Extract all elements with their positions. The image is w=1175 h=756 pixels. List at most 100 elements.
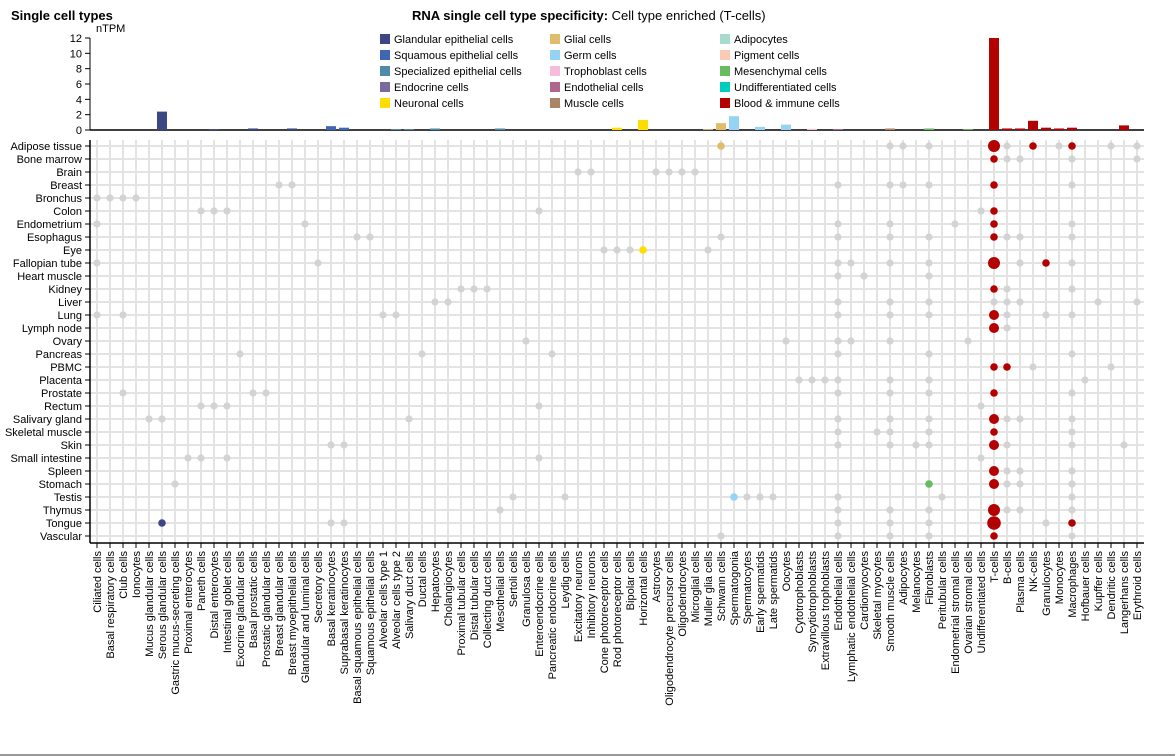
tissue-label: Tongue [46, 518, 82, 530]
bar-hepatocytes [430, 128, 440, 130]
dot-grey [925, 376, 933, 384]
dot-grey [145, 415, 153, 423]
bar-mesothelial-cells [495, 128, 505, 130]
dot-grey [1107, 363, 1115, 371]
dot-grey [119, 389, 127, 397]
bar-salivary-duct-cells [404, 129, 414, 130]
dot-grey [834, 220, 842, 228]
dot-grey [808, 376, 816, 384]
dot-grey [93, 311, 101, 319]
tissue-label: Vascular [40, 531, 82, 543]
legend-swatch [380, 98, 390, 108]
dot-enriched [987, 516, 1001, 530]
dot-grey [457, 285, 465, 293]
dot-grey [886, 519, 894, 527]
dot-enriched [990, 389, 998, 397]
cell-type-label: Exocrine glandular cells [235, 551, 247, 668]
dot-grey [587, 168, 595, 176]
dot-grey [925, 233, 933, 241]
dot-enriched [639, 246, 647, 254]
legend-label: Mesenchymal cells [734, 66, 827, 78]
dot-grey [925, 350, 933, 358]
dot-enriched [1029, 142, 1037, 150]
cell-type-label: Mucus glandular cells [144, 551, 156, 657]
dot-grey [951, 220, 959, 228]
tissue-label: Ovary [53, 336, 83, 348]
cell-type-label: Secretory cells [313, 551, 325, 624]
bar-breast-myoepithelial-cells [287, 128, 297, 130]
dot-grey [925, 389, 933, 397]
dot-enriched [990, 428, 998, 436]
cell-type-label: Club cells [118, 551, 130, 599]
dot-grey [1094, 298, 1102, 306]
dot-grey [93, 194, 101, 202]
dot-grey [1003, 467, 1011, 475]
dot-grey [886, 376, 894, 384]
dot-grey [1068, 428, 1076, 436]
dot-grey [197, 402, 205, 410]
dot-grey [652, 168, 660, 176]
cell-type-label: Spermatogonia [729, 550, 741, 625]
dot-grey [1003, 415, 1011, 423]
dot-grey [860, 272, 868, 280]
dot-grey [886, 259, 894, 267]
dot-grey [834, 428, 842, 436]
dot-grey [340, 519, 348, 527]
dot-grey [548, 350, 556, 358]
dot-grey [938, 493, 946, 501]
dot-grey [561, 493, 569, 501]
dot-grey [93, 259, 101, 267]
dot-grey [106, 194, 114, 202]
dot-grey [912, 441, 920, 449]
y-tick-label: 4 [76, 94, 82, 106]
y-tick-label: 12 [70, 33, 82, 45]
dot-grey [171, 480, 179, 488]
dot-grey [925, 428, 933, 436]
cell-type-label: Ionocytes [131, 551, 143, 599]
dot-enriched [989, 414, 999, 424]
tissue-label: Eye [63, 245, 82, 257]
bar-langerhans-cells [1119, 125, 1129, 130]
dot-grey [834, 337, 842, 345]
bar-suprabasal-keratinocytes [339, 127, 349, 130]
cell-type-label: Late spermatids [768, 551, 780, 630]
tissue-label: Rectum [44, 401, 82, 413]
dot-enriched [1068, 519, 1076, 527]
cell-type-label: Undifferentiated cells [976, 551, 988, 654]
dot-grey [886, 415, 894, 423]
bar-b-cells [1002, 128, 1012, 130]
dot-grey [366, 233, 374, 241]
dot-grey [223, 207, 231, 215]
dot-grey [1016, 233, 1024, 241]
cell-type-label: Alveolar cells type 2 [391, 551, 403, 649]
tissue-label: Endometrium [17, 219, 82, 231]
tissue-label: Small intestine [10, 453, 82, 465]
cell-type-label: Endometrial stromal cells [950, 551, 962, 674]
dot-grey [834, 532, 842, 540]
dot-grey [925, 298, 933, 306]
legend-swatch [550, 82, 560, 92]
dot-enriched [990, 207, 998, 215]
dot-grey [1107, 142, 1115, 150]
cell-type-label: Pancreatic endocrine cells [547, 551, 559, 680]
dot-grey [1003, 311, 1011, 319]
dot-grey [899, 181, 907, 189]
dot-grey [431, 298, 439, 306]
dot-grey [119, 311, 127, 319]
dot-grey [132, 194, 140, 202]
dot-enriched [990, 181, 998, 189]
y-axis-label: nTPM [96, 23, 125, 35]
bar-ovarian-stromal-cells [963, 129, 973, 130]
dot-grey [1003, 233, 1011, 241]
cell-type-label: Skeletal myocytes [872, 551, 884, 640]
bar-muller-glia-cells [703, 129, 713, 130]
dot-grey [834, 376, 842, 384]
dot-grey [197, 207, 205, 215]
legend-swatch [380, 82, 390, 92]
cell-type-label: Ovarian stromal cells [963, 551, 975, 654]
dot-grey [613, 246, 621, 254]
bar-basal-keratinocytes [326, 126, 336, 130]
cell-type-label: Sertoli cells [508, 551, 520, 608]
bar-spermatogonia [729, 116, 739, 130]
cell-type-label: Fibroblasts [924, 551, 936, 605]
